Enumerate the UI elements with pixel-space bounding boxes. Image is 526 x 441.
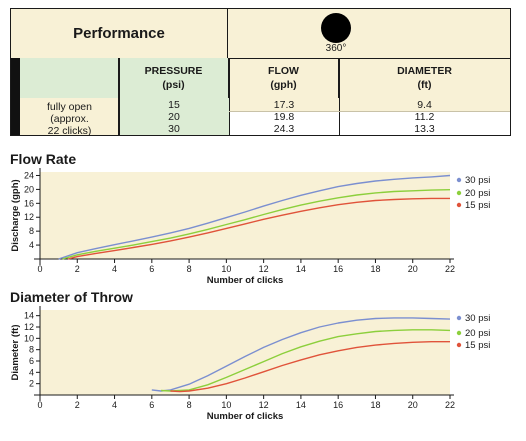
full-circle-pattern-icon — [321, 13, 351, 43]
y-tick-label: 10 — [24, 333, 34, 343]
x-tick-label: 2 — [75, 400, 80, 410]
x-tick-label: 6 — [149, 400, 154, 410]
y-tick-label: 24 — [24, 170, 34, 180]
legend-label: 30 psi — [465, 175, 490, 186]
y-tick-label: 12 — [24, 322, 34, 332]
y-tick-label: 20 — [24, 184, 34, 194]
x-tick-label: 18 — [370, 264, 380, 274]
y-tick-label: 4 — [29, 240, 34, 250]
row-label-line-2: (approx. — [50, 113, 89, 125]
x-tick-label: 16 — [333, 400, 343, 410]
y-tick-label: 8 — [29, 345, 34, 355]
series-line-20-psi — [161, 329, 451, 392]
legend-marker — [456, 342, 462, 348]
x-axis-label: Number of clicks — [207, 275, 284, 286]
x-tick-label: 4 — [112, 264, 117, 274]
pressure-header-unit: (psi) — [162, 79, 185, 91]
row-label: fully open (approx. 22 clicks) — [20, 98, 119, 137]
table-cell: 30 — [168, 123, 180, 135]
plot-area — [40, 310, 450, 395]
spray-pattern-label: 360° — [325, 43, 347, 54]
x-tick-label: 14 — [296, 264, 306, 274]
x-tick-label: 20 — [408, 400, 418, 410]
y-tick-label: 6 — [29, 356, 34, 366]
y-tick-label: 8 — [29, 226, 34, 236]
flow-rate-chart-title: Flow Rate — [10, 151, 77, 167]
x-tick-label: 16 — [333, 264, 343, 274]
row-label-line-3: 22 clicks) — [47, 125, 92, 137]
pressure-header-label: PRESSURE — [144, 65, 203, 77]
legend-marker — [456, 330, 462, 336]
table-title: Performance — [11, 9, 228, 58]
table-cell: 17.3 — [273, 99, 295, 111]
y-tick-label: 14 — [24, 311, 34, 321]
x-tick-label: 14 — [296, 400, 306, 410]
table-cell: 15 — [168, 99, 180, 111]
diameter-header: DIAMETER (ft) — [339, 58, 510, 98]
legend-marker — [456, 202, 462, 208]
x-tick-label: 22 — [445, 264, 455, 274]
diameter-header-unit: (ft) — [417, 79, 432, 91]
y-tick-label: 4 — [29, 367, 34, 377]
x-tick-label: 4 — [112, 400, 117, 410]
legend-label: 30 psi — [465, 313, 490, 324]
x-axis-label: Number of clicks — [207, 411, 284, 422]
table-cell: 9.4 — [417, 99, 432, 111]
x-tick-label: 8 — [187, 400, 192, 410]
legend-marker — [456, 177, 462, 183]
x-tick-label: 10 — [221, 264, 231, 274]
row-marker-bar — [11, 58, 20, 135]
x-tick-label: 12 — [259, 264, 269, 274]
table-cell: 19.8 — [273, 111, 295, 123]
series-line-20-psi — [62, 189, 451, 260]
legend-marker — [456, 190, 462, 196]
diameter-chart-title: Diameter of Throw — [10, 289, 133, 305]
table-cell: 11.2 — [414, 111, 435, 123]
flow-header-label: FLOW — [268, 65, 299, 77]
y-tick-label: 16 — [24, 198, 34, 208]
legend-label: 20 psi — [465, 188, 490, 199]
legend-label: 20 psi — [465, 328, 490, 339]
row-label-header — [20, 58, 119, 98]
table-cell: 24.3 — [273, 123, 295, 135]
x-tick-label: 20 — [408, 264, 418, 274]
legend-label: 15 psi — [465, 200, 490, 211]
series-line-30-psi — [58, 174, 451, 260]
y-axis-label: Diameter (ft) — [10, 325, 21, 381]
x-tick-label: 12 — [259, 400, 269, 410]
spray-pattern-cell: 360° — [228, 9, 510, 58]
series-line-15-psi — [170, 341, 450, 393]
table-cell: 20 — [168, 111, 180, 123]
x-tick-label: 2 — [75, 264, 80, 274]
x-tick-label: 0 — [37, 264, 42, 274]
plot-area — [40, 172, 450, 259]
table-header: Performance 360° — [11, 9, 510, 59]
performance-table: Performance 360° PRESSURE (psi) FLOW (gp… — [10, 8, 511, 137]
performance-grid: PRESSURE (psi) FLOW (gph) DIAMETER (ft) … — [20, 58, 510, 137]
x-tick-label: 6 — [149, 264, 154, 274]
series-line-30-psi — [151, 317, 451, 392]
legend-label: 15 psi — [465, 340, 490, 351]
y-axis-label: Discharge (gph) — [10, 179, 21, 251]
series-line-15-psi — [67, 197, 450, 260]
x-tick-label: 10 — [221, 400, 231, 410]
table-cell: 13.3 — [414, 123, 435, 135]
y-tick-label: 2 — [29, 379, 34, 389]
flow-header-unit: (gph) — [270, 79, 297, 91]
y-tick-label: 12 — [24, 212, 34, 222]
x-tick-label: 8 — [187, 264, 192, 274]
pressure-header: PRESSURE (psi) — [119, 58, 229, 98]
x-tick-label: 18 — [370, 400, 380, 410]
legend-marker — [456, 315, 462, 321]
diameter-header-label: DIAMETER — [397, 65, 452, 77]
x-tick-label: 22 — [445, 400, 455, 410]
x-tick-label: 0 — [37, 400, 42, 410]
row-label-line-1: fully open — [47, 101, 92, 113]
flow-header: FLOW (gph) — [229, 58, 339, 98]
